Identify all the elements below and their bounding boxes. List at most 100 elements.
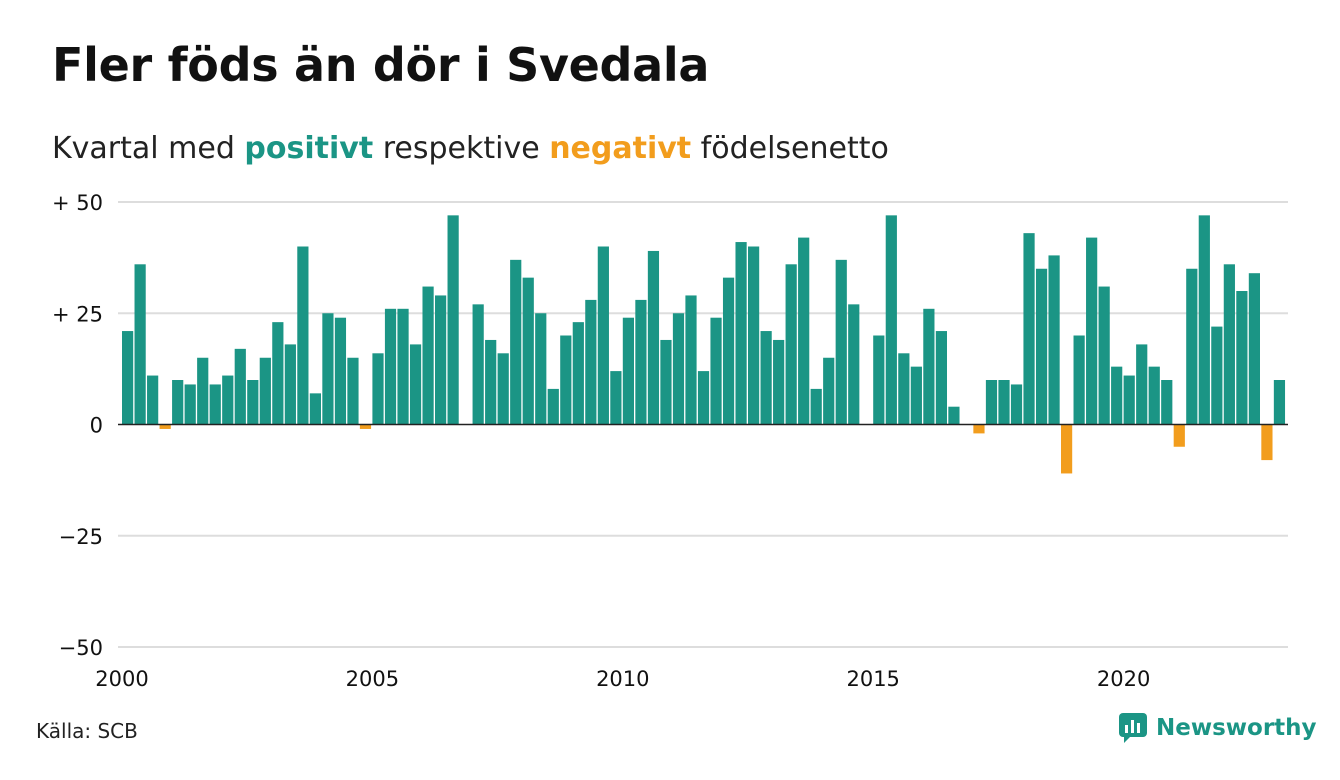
subtitle-middle: respektive xyxy=(373,131,550,166)
bar xyxy=(935,331,947,425)
bar xyxy=(985,380,998,425)
bar xyxy=(384,308,397,425)
bar xyxy=(122,331,134,425)
subtitle-negative-label: negativt xyxy=(549,131,692,166)
bar xyxy=(1211,326,1223,425)
bar xyxy=(1173,424,1185,447)
bar xyxy=(610,371,622,425)
bar xyxy=(885,215,897,425)
chart-bubble-icon xyxy=(1119,713,1147,743)
bar xyxy=(923,308,935,425)
bar xyxy=(910,366,922,425)
bar xyxy=(948,406,960,425)
bar xyxy=(535,313,547,425)
bar xyxy=(197,357,209,425)
source-note: Källa: SCB xyxy=(36,719,138,743)
bar xyxy=(422,286,434,425)
bar xyxy=(660,339,672,425)
bar xyxy=(334,317,347,425)
bar xyxy=(1186,268,1198,425)
bar xyxy=(1248,273,1260,425)
bar xyxy=(284,344,296,425)
bar xyxy=(247,380,259,425)
bar xyxy=(1048,255,1060,425)
bar xyxy=(1198,215,1210,425)
chart-subtitle: Kvartal med positivt respektive negativt… xyxy=(52,131,889,166)
bar xyxy=(873,335,885,425)
bar xyxy=(735,242,747,425)
bar xyxy=(147,375,159,425)
bar xyxy=(447,215,459,425)
bar xyxy=(359,424,372,429)
x-tick-label: 2010 xyxy=(596,667,649,691)
bar xyxy=(222,375,234,425)
bar xyxy=(1261,424,1273,461)
bar xyxy=(672,313,685,425)
y-tick-label: + 25 xyxy=(52,302,103,326)
bar xyxy=(998,380,1010,425)
bar xyxy=(810,388,822,425)
bar xyxy=(372,353,384,425)
bar xyxy=(547,388,559,425)
y-tick-label: + 50 xyxy=(52,191,103,215)
bar xyxy=(1223,264,1235,425)
bar xyxy=(1273,380,1286,425)
bar xyxy=(848,304,860,425)
bar xyxy=(697,371,710,425)
bar xyxy=(622,317,634,425)
bar xyxy=(134,264,146,425)
y-tick-label: 0 xyxy=(90,414,103,438)
bar xyxy=(1111,366,1123,425)
bar xyxy=(710,317,722,425)
bar xyxy=(184,384,196,425)
bar xyxy=(748,246,760,425)
bar xyxy=(322,313,334,425)
bar xyxy=(209,384,221,425)
bar xyxy=(585,299,597,425)
bar xyxy=(823,357,835,425)
bar xyxy=(409,344,422,425)
bar xyxy=(272,322,284,425)
x-tick-label: 2005 xyxy=(346,667,399,691)
bar xyxy=(510,259,522,425)
bar xyxy=(572,322,584,425)
y-tick-label: −50 xyxy=(59,636,103,660)
bar xyxy=(1010,384,1023,425)
subtitle-prefix: Kvartal med xyxy=(52,131,245,166)
bar xyxy=(297,246,309,425)
brand-name: Newsworthy xyxy=(1156,715,1317,741)
bar xyxy=(1061,424,1073,474)
bar-chart: + 50 + 25 0 −25 −50 2000 2005 2010 2015 2020 xyxy=(52,191,1288,691)
bar xyxy=(1073,335,1085,425)
bar xyxy=(1086,237,1098,425)
bar xyxy=(773,339,785,425)
chart-title: Fler föds än dör i Svedala xyxy=(52,38,710,92)
bar xyxy=(1136,344,1148,425)
bar xyxy=(560,335,572,425)
bar xyxy=(472,304,484,425)
bar xyxy=(1123,375,1135,425)
bar xyxy=(635,299,647,425)
bar xyxy=(1236,291,1248,425)
bar xyxy=(785,264,797,425)
bar xyxy=(898,353,910,425)
bar xyxy=(159,424,171,429)
bar xyxy=(685,295,697,425)
bar xyxy=(760,331,772,425)
x-tick-label: 2000 xyxy=(95,667,148,691)
bar xyxy=(397,308,409,425)
bar xyxy=(1035,268,1048,425)
bar xyxy=(234,348,246,425)
bar xyxy=(722,277,735,425)
newsworthy-logo[interactable]: Newsworthy xyxy=(1118,712,1317,744)
bar xyxy=(835,259,847,425)
bar xyxy=(597,246,609,425)
subtitle-positive-label: positivt xyxy=(244,131,374,166)
bar xyxy=(497,353,509,425)
bar xyxy=(485,339,497,425)
bar xyxy=(973,424,985,434)
subtitle-suffix: födelsenetto xyxy=(691,131,889,166)
bar xyxy=(309,393,321,425)
bar xyxy=(172,380,184,425)
bar xyxy=(1098,286,1110,425)
